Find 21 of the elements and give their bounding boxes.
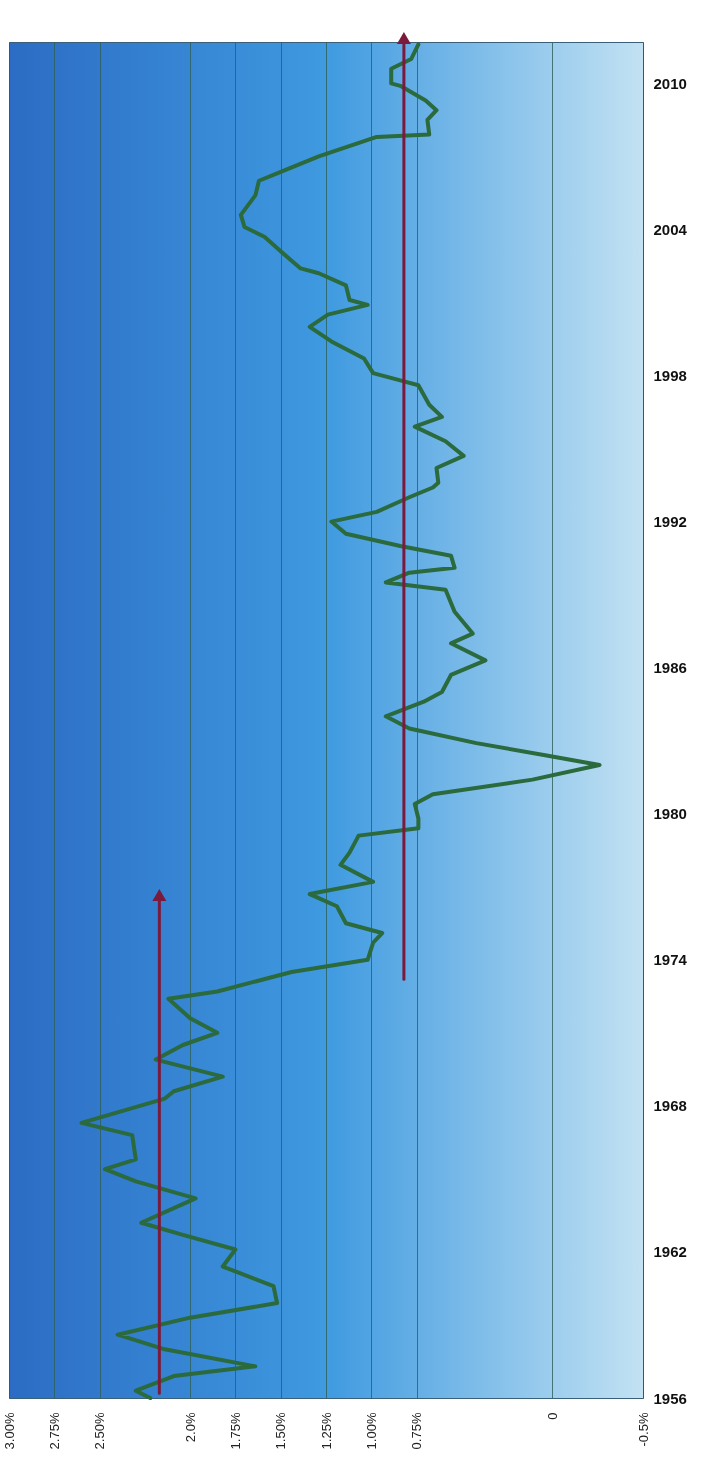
y-tick-label: 1962 xyxy=(653,1243,687,1261)
y-tick-label: 1980 xyxy=(653,805,687,823)
x-tick-label: 1.75% xyxy=(227,1412,243,1450)
x-tick-label: 1.50% xyxy=(273,1412,289,1450)
x-tick-label: 3.00% xyxy=(1,1412,17,1450)
y-tick-label: 2004 xyxy=(653,220,688,238)
y-tick-label: 1992 xyxy=(653,513,687,531)
y-tick-label: 1968 xyxy=(653,1097,687,1115)
x-tick-label: 0.75% xyxy=(409,1412,425,1450)
x-tick-label: 2.75% xyxy=(46,1412,62,1450)
y-tick-label: 1986 xyxy=(653,659,687,677)
y-tick-label: 1998 xyxy=(653,367,687,385)
y-tick-label: 2010 xyxy=(653,74,687,92)
x-tick-label: 1.00% xyxy=(363,1412,379,1450)
x-tick-label: -0.5% xyxy=(635,1412,651,1447)
x-tick-label: 2.0% xyxy=(182,1412,198,1443)
x-tick-label: 2.50% xyxy=(92,1412,108,1450)
x-tick-label: 0 xyxy=(544,1412,560,1420)
x-tick-label: 1.25% xyxy=(318,1412,334,1450)
y-tick-label: 1956 xyxy=(653,1389,687,1407)
y-tick-label: 1974 xyxy=(653,951,688,969)
